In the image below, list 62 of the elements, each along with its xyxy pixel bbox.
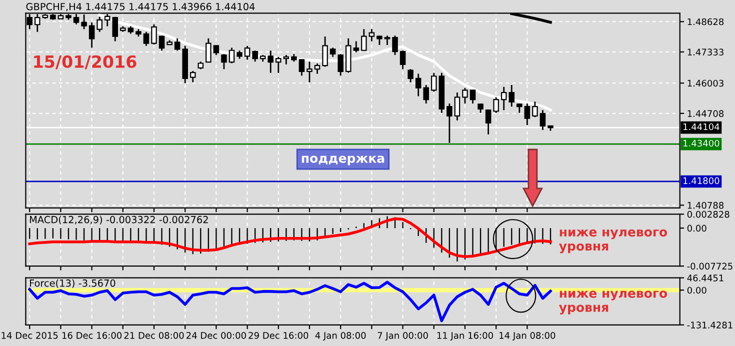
candlestick bbox=[524, 102, 530, 126]
x-tick-label: 16 Dec 16:00 bbox=[62, 332, 122, 339]
y-tick-label: 0.00 bbox=[687, 286, 706, 294]
candlestick bbox=[174, 38, 180, 52]
line-series bbox=[28, 217, 552, 258]
candlestick bbox=[252, 50, 258, 62]
candlestick bbox=[508, 84, 515, 108]
annotation: поддержка bbox=[302, 156, 384, 166]
candlestick bbox=[516, 102, 522, 114]
x-tick-label: 7 Jan 00:00 bbox=[378, 332, 428, 341]
x-tick-label: 14 Jan 08:00 bbox=[500, 332, 556, 341]
x-tick-label: 14 Dec 2015 bbox=[2, 332, 58, 339]
candlestick bbox=[112, 16, 118, 42]
candlestick bbox=[306, 60, 312, 83]
candlestick bbox=[283, 54, 290, 66]
candlestick bbox=[423, 84, 429, 104]
candlestick bbox=[485, 109, 492, 136]
chart-title: MACD(12,26,9) -0.003322 -0.002762 bbox=[30, 216, 208, 224]
candlestick bbox=[143, 31, 150, 47]
x-tick-label: 4 Jan 08:00 bbox=[315, 332, 366, 341]
x-tick-label: 24 Dec 00:00 bbox=[186, 332, 246, 339]
chart-title: GBPCHF,H4 1.44175 1.44175 1.43966 1.44104 bbox=[26, 2, 255, 12]
candlestick bbox=[330, 47, 336, 58]
candlestick bbox=[470, 89, 476, 104]
candlestick bbox=[376, 34, 382, 46]
y-tick-label: 1.48628 bbox=[688, 18, 724, 26]
y-tick-label: 46.4451 bbox=[687, 274, 724, 282]
ref-line-label: 1.44104 bbox=[683, 123, 720, 130]
x-tick-label: 11 Jan 16:00 bbox=[437, 332, 493, 341]
line-series bbox=[28, 280, 552, 322]
candlestick bbox=[353, 40, 360, 53]
ref-line-label: 1.43400 bbox=[683, 140, 720, 147]
candlestick bbox=[415, 73, 422, 97]
candlestick bbox=[408, 68, 414, 83]
candlestick bbox=[268, 50, 274, 74]
candlestick bbox=[400, 50, 406, 70]
x-tick-label: 21 Dec 08:00 bbox=[124, 332, 184, 339]
y-tick-label: 0.002828 bbox=[687, 210, 730, 218]
candlestick bbox=[540, 109, 546, 131]
y-tick-label: -0.007725 bbox=[687, 262, 732, 270]
y-tick-label: 1.44708 bbox=[688, 110, 724, 117]
ref-line-label: 1.41800 bbox=[683, 177, 720, 184]
text: ниже нулевого уровня bbox=[559, 290, 668, 314]
y-tick-label: 1.47333 bbox=[688, 48, 724, 56]
candlestick bbox=[478, 102, 484, 114]
candlestick bbox=[88, 22, 95, 48]
y-tick-label: -131.4281 bbox=[687, 322, 732, 328]
candlestick bbox=[298, 59, 305, 76]
candlestick bbox=[221, 53, 227, 70]
y-tick-label: 0.00 bbox=[687, 224, 706, 232]
candlestick bbox=[384, 34, 390, 46]
chart-title: Force(13) -3.5670 bbox=[30, 279, 116, 288]
x-tick-label: 29 Dec 16:00 bbox=[248, 332, 308, 339]
annotation: 15/01/2016 bbox=[34, 55, 136, 70]
candlestick bbox=[158, 34, 165, 52]
y-tick-label: 1.40788 bbox=[688, 202, 724, 209]
y-tick-label: 1.46003 bbox=[688, 80, 724, 87]
candlestick bbox=[446, 102, 452, 144]
candlestick bbox=[314, 62, 320, 74]
candlestick bbox=[338, 53, 344, 76]
candlestick bbox=[392, 34, 398, 56]
text: ниже нулевого уровня bbox=[559, 229, 668, 254]
